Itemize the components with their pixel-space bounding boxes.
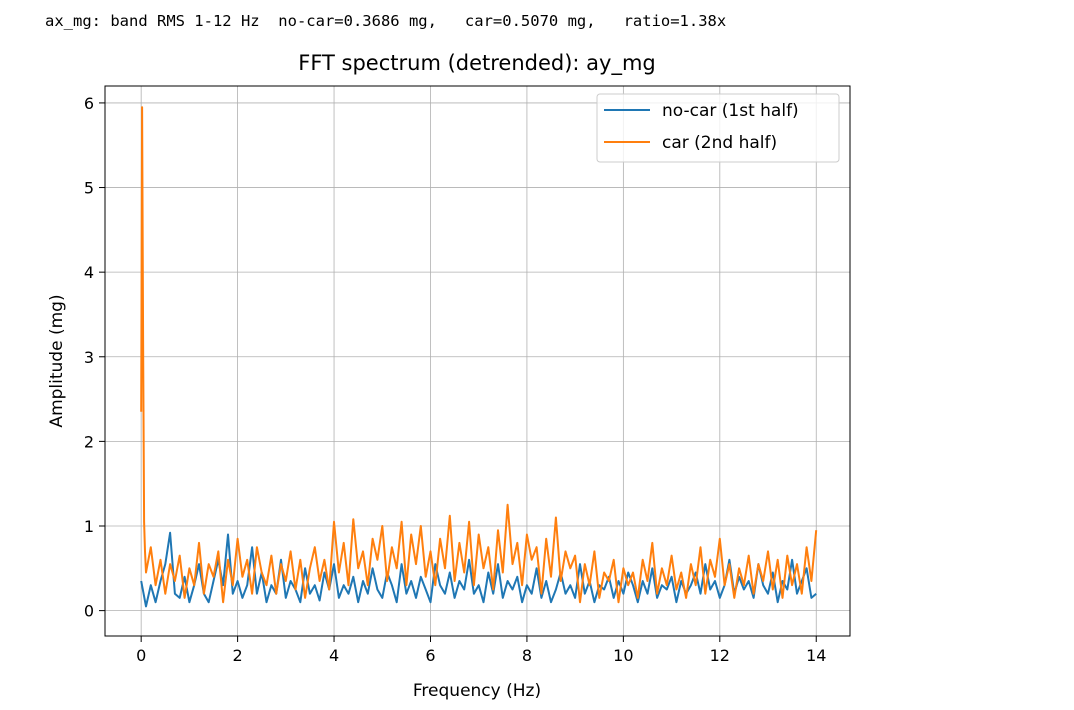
- legend-label-no-car: no-car (1st half): [662, 101, 799, 121]
- y-tick-label: 1: [84, 517, 94, 536]
- series-line-car: [140, 106, 818, 604]
- legend-box: [596, 93, 840, 163]
- x-tick-label: 2: [233, 646, 243, 665]
- legend-label-car: car (2nd half): [662, 133, 777, 153]
- x-axis-label: Frequency (Hz): [413, 681, 541, 701]
- x-tick-label: 8: [522, 646, 532, 665]
- plot-frame: [104, 85, 851, 637]
- x-tick-label: 10: [613, 646, 633, 665]
- y-tick-label: 5: [84, 179, 94, 198]
- series-layer: [140, 106, 818, 608]
- y-axis-label: Amplitude (mg): [47, 294, 67, 427]
- console-output-line: ax_mg: band RMS 1-12 Hz no-car=0.3686 mg…: [45, 12, 727, 30]
- y-tick-label: 3: [84, 348, 94, 367]
- y-tick-label: 4: [84, 263, 94, 282]
- chart-title: FFT spectrum (detrended): ay_mg: [298, 51, 656, 76]
- y-tick-label: 6: [84, 94, 94, 113]
- legend: no-car (1st half) car (2nd half): [596, 93, 840, 163]
- y-tick-label: 2: [84, 432, 94, 451]
- x-tick-label: 12: [710, 646, 730, 665]
- x-tick-label: 4: [329, 646, 339, 665]
- x-tick-label: 0: [136, 646, 146, 665]
- y-tick-label: 0: [84, 602, 94, 621]
- x-tick-label: 14: [806, 646, 826, 665]
- x-tick-label: 6: [425, 646, 435, 665]
